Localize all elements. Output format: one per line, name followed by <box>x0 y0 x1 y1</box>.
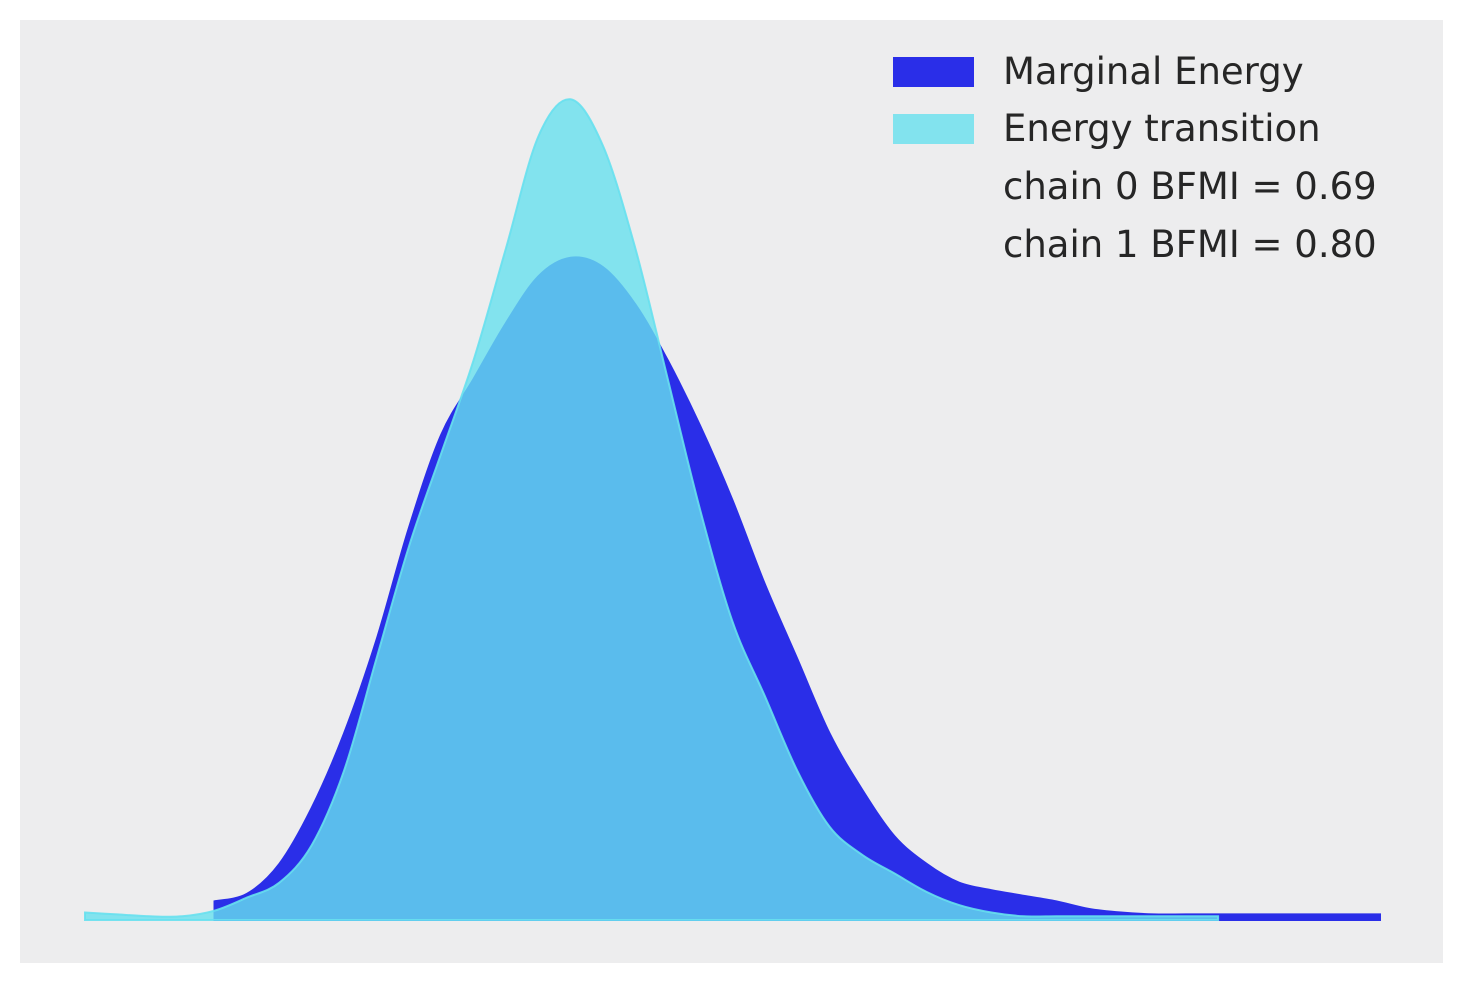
density-area-energy-transition <box>84 98 1220 921</box>
legend-label-chain-1-bfmi: chain 1 BFMI = 0.80 <box>1003 223 1377 266</box>
legend-swatch-energy-transition <box>893 114 974 144</box>
legend-label-chain-0-bfmi: chain 0 BFMI = 0.69 <box>1003 165 1377 208</box>
legend-swatch-marginal-energy <box>893 57 974 87</box>
series-layer <box>84 98 1381 921</box>
legend: Marginal Energy Energy transition chain … <box>893 50 1377 266</box>
legend-label-marginal-energy: Marginal Energy <box>1003 50 1304 93</box>
legend-label-energy-transition: Energy transition <box>1003 107 1321 150</box>
